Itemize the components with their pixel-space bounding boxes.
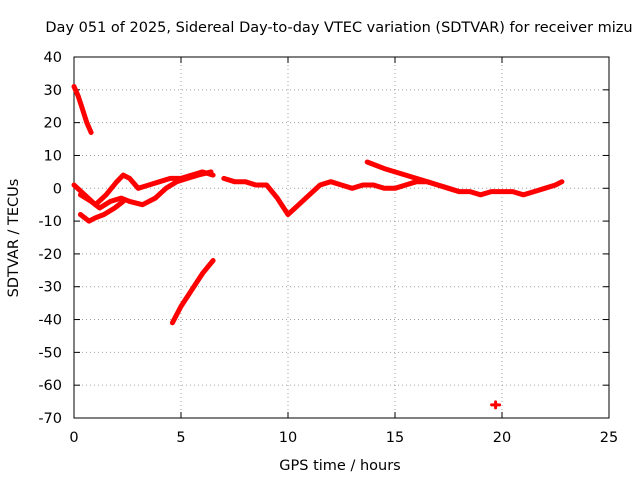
grid bbox=[74, 57, 609, 418]
y-tick-label: 40 bbox=[44, 50, 62, 66]
y-tick-label: -10 bbox=[38, 214, 62, 230]
y-tick-label: 30 bbox=[44, 83, 62, 99]
chart-title: Day 051 of 2025, Sidereal Day-to-day VTE… bbox=[45, 20, 632, 36]
series-track-1 bbox=[71, 84, 94, 135]
x-tick-label: 25 bbox=[600, 430, 618, 446]
y-tick-label: -60 bbox=[38, 378, 62, 394]
y-tick-label: -20 bbox=[38, 247, 62, 263]
series-track-8 bbox=[490, 400, 502, 410]
x-tick-label: 5 bbox=[176, 430, 185, 446]
y-tick-label: -50 bbox=[38, 345, 62, 361]
y-axis-label: SDTVAR / TECUs bbox=[6, 179, 22, 298]
x-tick-label: 10 bbox=[279, 430, 297, 446]
y-tick-label: -40 bbox=[38, 313, 62, 329]
data-series bbox=[71, 84, 565, 410]
series-track-7 bbox=[364, 159, 462, 195]
series-track-4 bbox=[77, 198, 126, 224]
series-track-6 bbox=[221, 175, 565, 217]
axis-ticks: 0 5 10 15 20 25 40 30 20 10 0 -10 -20 -30 -40 -50 -60 -70 bbox=[38, 50, 618, 446]
x-tick-label: 0 bbox=[69, 430, 78, 446]
y-tick-label: 10 bbox=[44, 148, 62, 164]
series-track-5 bbox=[169, 258, 216, 326]
series-track-3 bbox=[77, 169, 214, 211]
x-tick-label: 15 bbox=[386, 430, 404, 446]
plot-frame bbox=[73, 56, 610, 419]
x-axis-label: GPS time / hours bbox=[279, 458, 400, 474]
x-tick-label: 20 bbox=[493, 430, 511, 446]
y-tick-label: -30 bbox=[38, 280, 62, 296]
y-tick-label: 20 bbox=[44, 116, 62, 132]
y-tick-label: 0 bbox=[53, 181, 62, 197]
y-tick-label: -70 bbox=[38, 411, 62, 427]
